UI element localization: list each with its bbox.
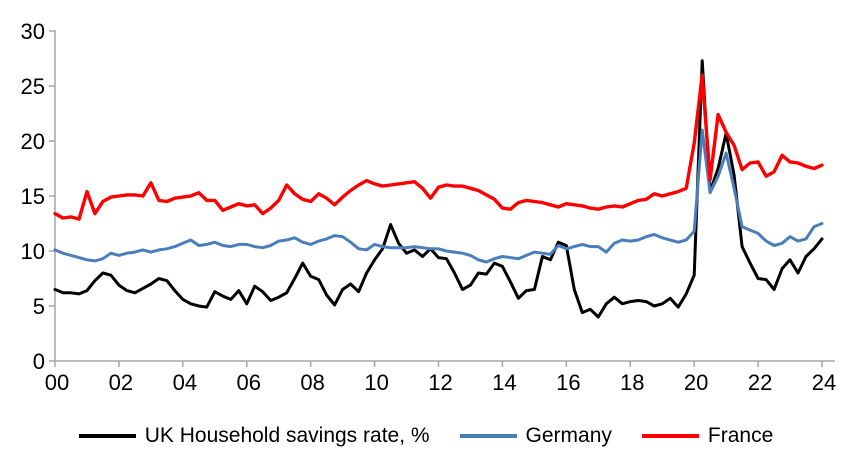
x-tick-label: 20 <box>684 370 708 395</box>
x-tick-label: 06 <box>237 370 261 395</box>
x-tick-label: 04 <box>173 370 197 395</box>
uk-line-swatch <box>78 434 136 438</box>
y-tick-label: 15 <box>21 184 45 209</box>
france-line-swatch <box>641 434 699 438</box>
legend-item-uk: UK Household savings rate, % <box>78 424 430 448</box>
x-tick-label: 02 <box>109 370 133 395</box>
y-tick-label: 30 <box>21 19 45 44</box>
x-tick-label: 08 <box>300 370 324 395</box>
x-tick-label: 10 <box>364 370 388 395</box>
x-tick-label: 16 <box>556 370 580 395</box>
legend-item-germany: Germany <box>459 424 612 448</box>
y-tick-label: 20 <box>21 129 45 154</box>
chart-legend: UK Household savings rate, % Germany Fra… <box>0 424 852 448</box>
uk-legend-label: UK Household savings rate, % <box>144 424 430 447</box>
series-line-france <box>53 73 824 221</box>
france-legend-label: France <box>707 424 774 447</box>
y-tick-label: 5 <box>33 294 45 319</box>
germany-line-swatch <box>459 434 517 438</box>
x-tick-label: 18 <box>620 370 644 395</box>
y-tick-label: 25 <box>21 74 45 99</box>
x-tick-label: 22 <box>748 370 772 395</box>
legend-item-france: France <box>641 424 774 448</box>
y-tick-label: 10 <box>21 239 45 264</box>
series-line-germany <box>53 128 824 264</box>
x-tick-label: 14 <box>492 370 516 395</box>
y-tick-label: 0 <box>33 349 45 374</box>
germany-legend-label: Germany <box>525 424 612 447</box>
x-tick-label: 24 <box>812 370 836 395</box>
x-tick-label: 00 <box>45 370 69 395</box>
x-tick-label: 12 <box>428 370 452 395</box>
series-line-uk <box>53 59 824 319</box>
